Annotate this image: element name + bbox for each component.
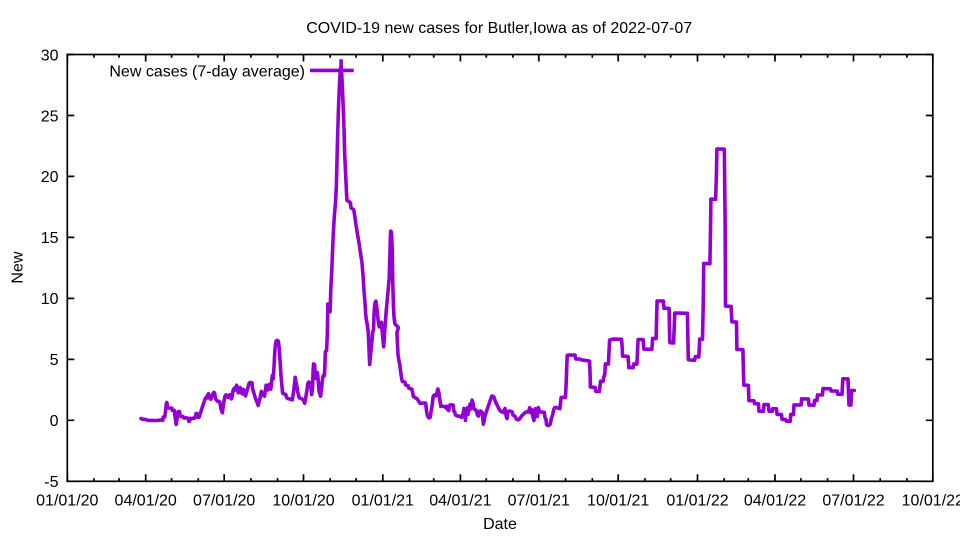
svg-text:15: 15: [41, 230, 59, 247]
svg-text:Date: Date: [483, 516, 517, 533]
svg-text:04/01/21: 04/01/21: [429, 493, 491, 510]
svg-text:New cases (7-day average): New cases (7-day average): [109, 64, 305, 81]
svg-text:07/01/20: 07/01/20: [193, 493, 255, 510]
svg-text:-5: -5: [44, 474, 58, 491]
svg-text:01/01/21: 01/01/21: [352, 493, 414, 510]
svg-text:20: 20: [41, 169, 59, 186]
svg-text:COVID-19 new cases for Butler,: COVID-19 new cases for Butler,Iowa as of…: [306, 20, 692, 37]
svg-text:10/01/20: 10/01/20: [272, 493, 334, 510]
svg-text:25: 25: [41, 108, 59, 125]
svg-text:04/01/22: 04/01/22: [744, 493, 806, 510]
svg-text:10: 10: [41, 291, 59, 308]
svg-text:07/01/22: 07/01/22: [822, 493, 884, 510]
svg-text:30: 30: [41, 47, 59, 64]
svg-text:5: 5: [50, 352, 59, 369]
svg-text:01/01/20: 01/01/20: [36, 493, 98, 510]
svg-text:07/01/21: 07/01/21: [508, 493, 570, 510]
svg-text:New: New: [10, 251, 27, 283]
svg-text:10/01/21: 10/01/21: [587, 493, 649, 510]
svg-text:04/01/20: 04/01/20: [115, 493, 177, 510]
svg-text:0: 0: [50, 413, 59, 430]
svg-text:01/01/22: 01/01/22: [666, 493, 728, 510]
svg-text:10/01/22: 10/01/22: [902, 493, 960, 510]
